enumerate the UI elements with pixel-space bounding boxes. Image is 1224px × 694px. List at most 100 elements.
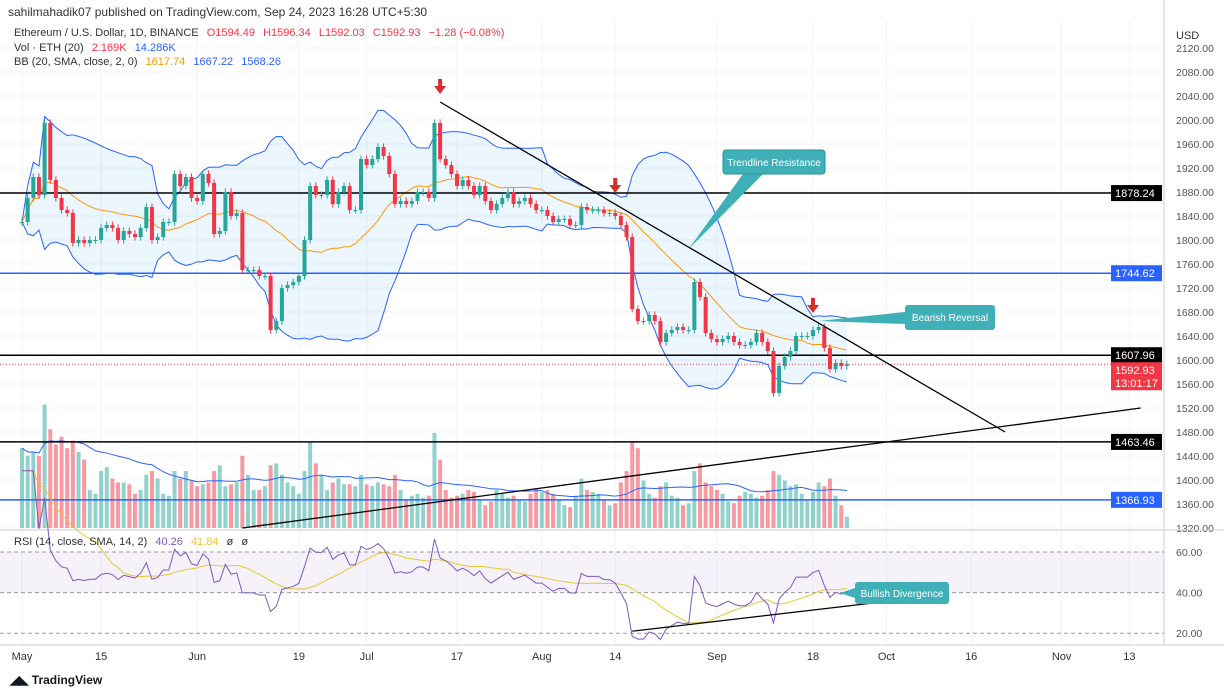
- candle-body: [765, 342, 770, 351]
- volume-bar: [347, 484, 352, 528]
- candle-body: [296, 276, 301, 282]
- volume-bar: [630, 442, 635, 528]
- level-price-tag: [1111, 185, 1162, 202]
- candle-body: [568, 219, 573, 225]
- price-tick: 1520.00: [1176, 403, 1214, 415]
- candle-body: [279, 288, 284, 321]
- rsi-value: 40.26: [155, 536, 183, 548]
- volume-bar: [754, 497, 759, 528]
- candle-body: [415, 192, 420, 201]
- candle-body: [494, 204, 499, 210]
- volume-bar: [364, 484, 369, 528]
- volume-bar: [765, 490, 770, 528]
- candle-body: [392, 174, 397, 204]
- trendline-ascending: [242, 407, 1141, 529]
- candle-body: [777, 366, 782, 393]
- candle-body: [635, 309, 640, 321]
- candle-body: [709, 333, 714, 339]
- volume-bar: [308, 442, 313, 528]
- level-price-label: 1607.96: [1115, 350, 1155, 362]
- volume-bar: [262, 486, 267, 528]
- candle-body: [726, 336, 731, 339]
- candle-body: [613, 213, 618, 216]
- candle-body: [138, 228, 143, 237]
- candle-body: [274, 321, 279, 330]
- candle-body: [844, 364, 849, 366]
- price-tick: 1920.00: [1176, 163, 1214, 175]
- publisher-info: sahilmahadik07 published on TradingView.…: [8, 5, 428, 19]
- volume-bar: [539, 491, 544, 528]
- trendline-resistance-callout-pointer: [688, 174, 763, 249]
- candle-body: [771, 351, 776, 393]
- trendline-resistance-callout-text: Trendline Resistance: [727, 158, 821, 169]
- candle-body: [488, 201, 493, 210]
- bearish-reversal-pointer: [818, 312, 905, 324]
- candle-body: [65, 210, 70, 213]
- candle-body: [799, 336, 804, 337]
- candle-body: [217, 231, 222, 234]
- candle-body: [505, 192, 510, 198]
- volume-bar: [313, 463, 318, 528]
- time-tick: 15: [95, 651, 107, 663]
- candle-body: [133, 234, 137, 237]
- volume-bar: [172, 471, 177, 528]
- volume-bar: [579, 478, 584, 528]
- volume-bar: [59, 436, 64, 528]
- volume-bar: [466, 490, 471, 528]
- volume-bar: [760, 495, 765, 528]
- volume-bar: [285, 482, 290, 528]
- candle-body: [652, 315, 657, 321]
- volume-bar: [698, 463, 702, 528]
- candle-body: [449, 165, 454, 174]
- candle-body: [313, 186, 318, 195]
- currency-label[interactable]: USD: [1176, 30, 1200, 42]
- volume-bar: [601, 499, 606, 528]
- price-tick: 1880.00: [1176, 187, 1214, 199]
- bb-legend: BB (20, SMA, close, 2, 0) 1617.74 1667.2…: [14, 56, 286, 68]
- candle-body: [375, 147, 380, 159]
- candle-body: [737, 342, 742, 345]
- tradingview-logo[interactable]: ◢◣ TradingView: [10, 673, 102, 687]
- countdown-label: 13:01:17: [1115, 378, 1158, 390]
- candle-body: [432, 123, 437, 198]
- candle-body: [618, 216, 623, 225]
- volume-bar: [48, 429, 53, 528]
- volume-bar: [607, 505, 612, 528]
- rsi-sma-value: 41.84: [190, 536, 219, 548]
- bb-lower-line: [21, 218, 848, 390]
- time-tick: Jul: [360, 651, 374, 663]
- time-tick: 14: [609, 651, 621, 663]
- volume-bar: [155, 478, 160, 528]
- volume-bar: [144, 474, 149, 528]
- candle-body: [748, 342, 753, 345]
- price-tick: 2080.00: [1176, 67, 1214, 79]
- candle-body: [223, 192, 228, 231]
- level-price-tag: [1111, 265, 1162, 282]
- volume-bar: [822, 486, 827, 528]
- candle-body: [364, 159, 369, 165]
- candle-body: [178, 174, 183, 186]
- rsi-band: [0, 552, 1164, 593]
- high-value: H1596.34: [263, 27, 311, 39]
- volume-label[interactable]: Vol · ETH (20): [14, 42, 84, 54]
- down-arrow-icon: [807, 298, 819, 313]
- candle-body: [20, 222, 24, 223]
- change-value: −1.28 (−0.08%): [428, 27, 505, 39]
- candle-body: [353, 210, 358, 211]
- rsi-label[interactable]: RSI (14, close, SMA, 14, 2): [14, 536, 148, 548]
- candle-body: [579, 207, 584, 225]
- symbol-title[interactable]: Ethereum / U.S. Dollar, 1D, BINANCE: [14, 27, 199, 39]
- candle-body: [302, 240, 307, 276]
- rsi-tick: 60.00: [1176, 547, 1202, 559]
- volume-bar: [669, 495, 674, 528]
- time-tick: Oct: [878, 651, 895, 663]
- candle-body: [426, 192, 431, 198]
- level-price-tag: [1111, 491, 1162, 508]
- volume-legend: Vol · ETH (20) 2.169K 14.286K: [14, 42, 181, 54]
- volume-bar: [788, 486, 793, 528]
- volume-bar: [511, 495, 516, 528]
- candle-body: [816, 327, 821, 330]
- bb-label[interactable]: BB (20, SMA, close, 2, 0): [14, 56, 138, 68]
- time-tick: May: [12, 651, 33, 663]
